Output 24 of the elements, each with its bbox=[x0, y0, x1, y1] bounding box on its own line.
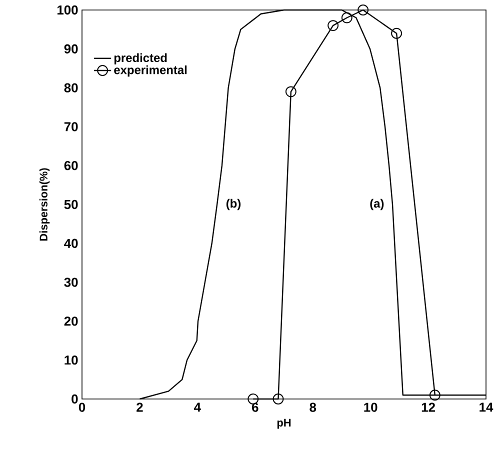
x-tick-label: 8 bbox=[310, 402, 316, 412]
x-tick-label: 4 bbox=[194, 402, 201, 412]
y-axis-title: Dispersion(%) bbox=[39, 168, 50, 241]
legend-label: experimental bbox=[114, 65, 187, 77]
y-tick-label: 60 bbox=[64, 161, 78, 170]
y-tick-label: 10 bbox=[64, 356, 78, 365]
y-tick-label: 80 bbox=[64, 83, 78, 92]
x-tick-label: 12 bbox=[422, 402, 435, 412]
annotation: (a) bbox=[370, 198, 384, 210]
y-tick-label: 20 bbox=[64, 316, 78, 326]
y-tick-label: 100 bbox=[57, 5, 78, 15]
legend-label: predicted bbox=[114, 53, 167, 64]
y-tick-label: 90 bbox=[64, 44, 78, 54]
x-axis-title: pH bbox=[277, 418, 291, 429]
x-tick-label: 0 bbox=[78, 402, 86, 412]
y-tick-label: 0 bbox=[72, 394, 78, 404]
y-tick-label: 50 bbox=[64, 200, 78, 210]
x-tick-label: 10 bbox=[364, 402, 378, 412]
x-tick-label: 2 bbox=[136, 402, 143, 412]
x-tick-label: 14 bbox=[480, 402, 494, 412]
y-tick-label: 40 bbox=[64, 238, 78, 248]
y-tick-label: 70 bbox=[64, 122, 78, 132]
y-tick-label: 30 bbox=[64, 278, 78, 287]
annotation: (b) bbox=[226, 198, 241, 210]
